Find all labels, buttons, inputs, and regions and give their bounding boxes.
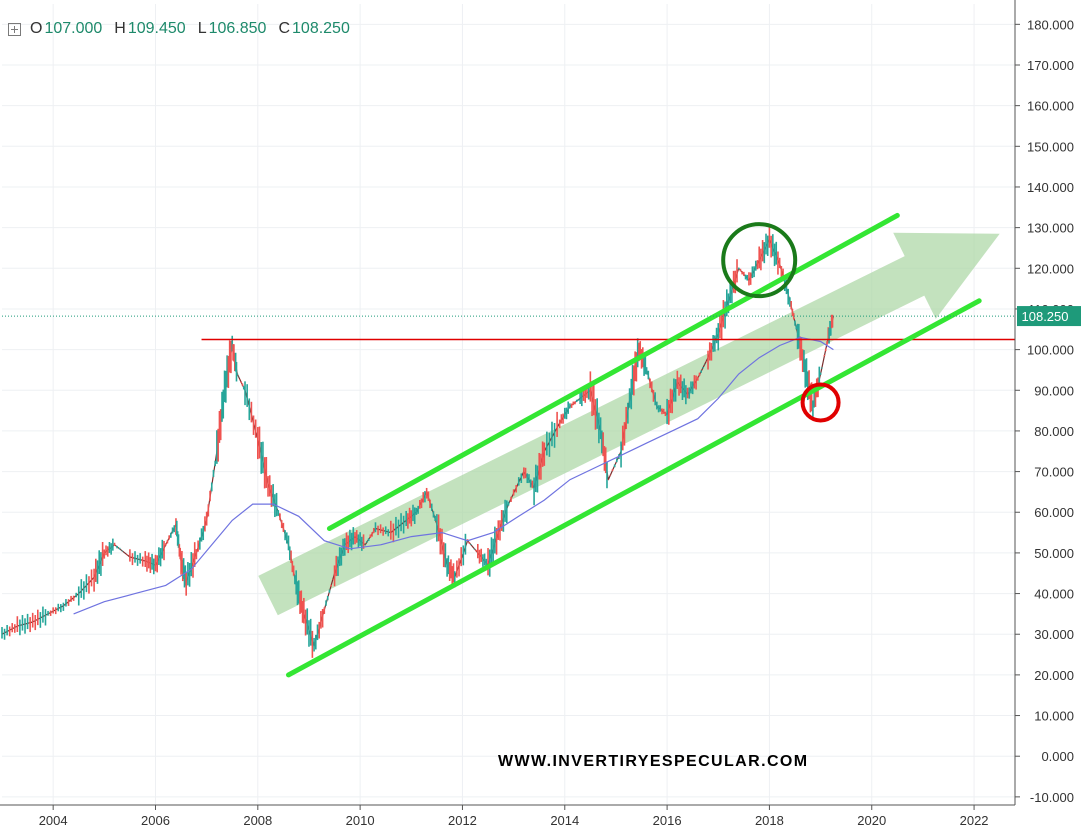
x-tick-label: 2004 <box>39 813 68 828</box>
y-tick-label: 30.000 <box>1034 627 1074 642</box>
ohlc-legend: O 107.000 H 109.450 L 106.850 C 108.250 <box>8 20 362 38</box>
y-tick-label: 120.000 <box>1027 261 1074 276</box>
annotations <box>2 212 1015 678</box>
top-circle <box>721 222 798 299</box>
close-value: 108.250 <box>292 20 350 37</box>
y-tick-label: -10.000 <box>1030 790 1074 805</box>
high-value: 109.450 <box>127 20 186 37</box>
open-key: O <box>30 20 43 37</box>
y-tick-label: 170.000 <box>1027 58 1074 73</box>
y-tick-label: 80.000 <box>1034 424 1074 439</box>
price-wick-line <box>1 239 834 647</box>
x-tick-label: 2016 <box>653 813 682 828</box>
y-tick-label: 20.000 <box>1034 668 1074 683</box>
y-tick-label: 70.000 <box>1034 465 1074 480</box>
y-tick-label: 0.000 <box>1041 749 1074 764</box>
y-tick-label: 160.000 <box>1027 99 1074 114</box>
bottom-circle <box>800 382 841 423</box>
x-tick-label: 2020 <box>857 813 886 828</box>
y-tick-label: 90.000 <box>1034 383 1074 398</box>
x-tick-label: 2008 <box>243 813 272 828</box>
y-tick-label: 150.000 <box>1027 139 1074 154</box>
y-tick-label: 50.000 <box>1034 546 1074 561</box>
expand-icon[interactable] <box>8 22 21 36</box>
channel-upper-line <box>326 212 900 532</box>
last-price-badge <box>1017 306 1081 327</box>
x-tick-label: 2018 <box>755 813 784 828</box>
y-tick-label: 140.000 <box>1027 180 1074 195</box>
high-key: H <box>114 20 126 37</box>
x-tick-label: 2012 <box>448 813 477 828</box>
trend-arrow <box>258 232 1000 616</box>
open-value: 107.000 <box>44 20 103 37</box>
trend-arrow-shape <box>258 232 1000 616</box>
y-tick-label: 10.000 <box>1034 709 1074 724</box>
x-tick-label: 2014 <box>550 813 579 828</box>
watermark: WWW.INVERTIRYESPECULAR.COM <box>498 753 809 770</box>
x-tick-label: 2010 <box>346 813 375 828</box>
last-price-label: 108.250 <box>1022 309 1069 324</box>
close-key: C <box>278 20 291 37</box>
moving-average-line <box>73 336 834 615</box>
channel-lower-line <box>286 298 982 678</box>
x-tick-label: 2006 <box>141 813 170 828</box>
y-tick-label: 40.000 <box>1034 587 1074 602</box>
y-axis-background <box>1016 0 1087 805</box>
low-key: L <box>197 20 207 37</box>
series-layer <box>1 226 834 658</box>
y-tick-label: 130.000 <box>1027 221 1074 236</box>
grid <box>2 4 1015 805</box>
x-tick-label: 2022 <box>960 813 989 828</box>
y-tick-label: 60.000 <box>1034 505 1074 520</box>
low-value: 106.850 <box>208 20 267 37</box>
y-tick-label: 100.000 <box>1027 343 1074 358</box>
y-tick-label: 180.000 <box>1027 17 1074 32</box>
